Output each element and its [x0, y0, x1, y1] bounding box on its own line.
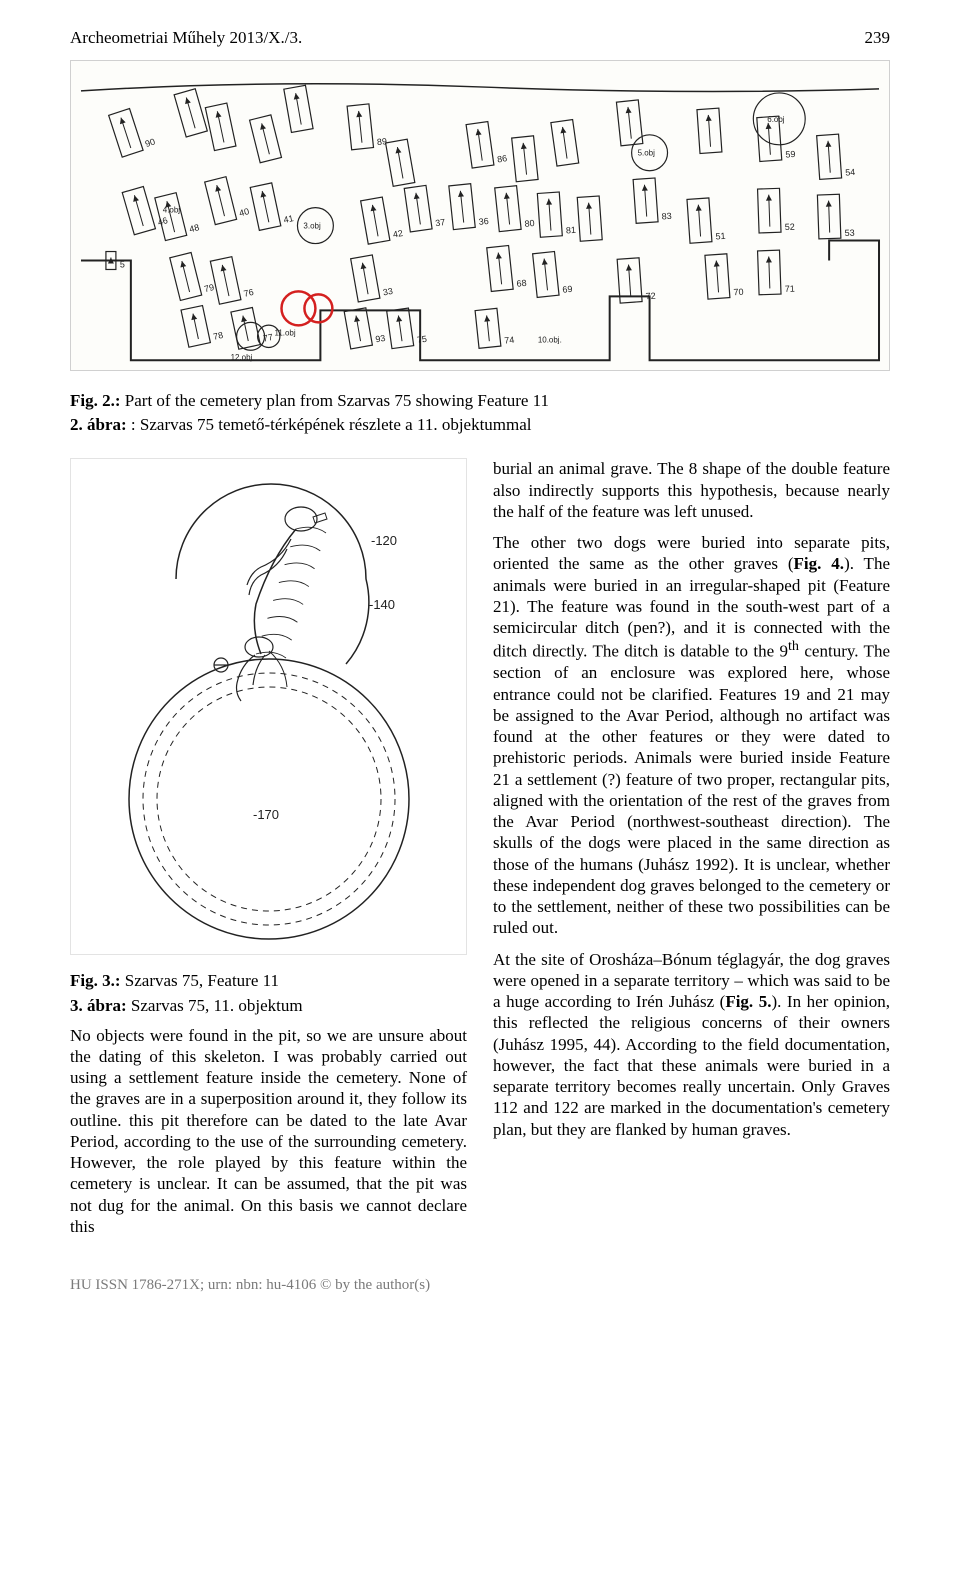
- svg-text:4.obj: 4.obj: [163, 206, 181, 215]
- svg-text:3.obj: 3.obj: [303, 222, 321, 231]
- fig3-en-text: Szarvas 75, Feature 11: [121, 971, 279, 990]
- svg-text:36: 36: [478, 216, 489, 227]
- p2-fig4: Fig. 4.: [794, 554, 845, 573]
- two-column-body: -120 -140 -170 Fig. 3.: Szarvas 75, Featur…: [70, 458, 890, 1247]
- svg-text:75: 75: [416, 334, 427, 345]
- svg-text:42: 42: [392, 228, 404, 240]
- fig2-en-text: Part of the cemetery plan from Szarvas 7…: [121, 391, 550, 410]
- svg-text:37: 37: [435, 217, 446, 228]
- fig2-en-prefix: Fig. 2.:: [70, 391, 121, 410]
- page-number: 239: [865, 28, 891, 48]
- fig3-en-prefix: Fig. 3.:: [70, 971, 121, 990]
- svg-text:33: 33: [382, 286, 394, 298]
- svg-text:-170: -170: [253, 807, 279, 822]
- svg-text:5: 5: [120, 259, 125, 269]
- figure-2-caption: Fig. 2.: Part of the cemetery plan from …: [70, 390, 890, 436]
- svg-text:52: 52: [785, 222, 795, 232]
- svg-text:86: 86: [496, 153, 507, 164]
- svg-text:71: 71: [785, 284, 795, 294]
- fig2-hu-text: : Szarvas 75 temető-térképének részlete …: [127, 415, 532, 434]
- svg-text:76: 76: [243, 287, 255, 299]
- svg-text:80: 80: [524, 218, 535, 229]
- svg-text:72: 72: [645, 291, 656, 302]
- fig3-hu-text: Szarvas 75, 11. objektum: [127, 996, 303, 1015]
- left-paragraph-1: No objects were found in the pit, so we …: [70, 1025, 467, 1238]
- figure-2-plan: 9089865954464840414237368081835152535797…: [70, 60, 890, 371]
- svg-text:5.obj: 5.obj: [638, 149, 656, 158]
- svg-text:59: 59: [785, 149, 796, 160]
- svg-text:51: 51: [715, 231, 726, 242]
- svg-text:70: 70: [733, 287, 744, 298]
- svg-text:53: 53: [845, 228, 855, 238]
- svg-text:68: 68: [516, 278, 527, 289]
- p2-sup: th: [788, 638, 799, 654]
- svg-text:-140: -140: [369, 597, 395, 612]
- svg-text:78: 78: [212, 330, 224, 342]
- svg-text:83: 83: [661, 211, 672, 222]
- journal-name: Archeometriai Műhely 2013/X./3.: [70, 28, 302, 48]
- figure-3-skeleton: -120 -140 -170: [70, 458, 467, 955]
- fig3-hu-prefix: 3. ábra:: [70, 996, 127, 1015]
- svg-text:-120: -120: [371, 533, 397, 548]
- p3-b: ). In her opinion, this reflected the re…: [493, 992, 890, 1139]
- fig2-hu-prefix: 2. ábra:: [70, 415, 127, 434]
- p3-fig5: Fig. 5.: [725, 992, 771, 1011]
- right-column: burial an animal grave. The 8 shape of t…: [493, 458, 890, 1247]
- svg-text:54: 54: [845, 167, 856, 178]
- svg-text:12.obj: 12.obj: [231, 353, 253, 362]
- page-header: Archeometriai Műhely 2013/X./3. 239: [70, 28, 890, 48]
- right-paragraph-1: burial an animal grave. The 8 shape of t…: [493, 458, 890, 522]
- left-column: -120 -140 -170 Fig. 3.: Szarvas 75, Featur…: [70, 458, 467, 1247]
- svg-text:6.obj: 6.obj: [767, 115, 785, 124]
- svg-text:69: 69: [562, 284, 573, 295]
- svg-text:41: 41: [283, 213, 295, 225]
- svg-text:74: 74: [504, 335, 515, 346]
- page-footer: HU ISSN 1786-271X; urn: nbn: hu-4106 © b…: [70, 1277, 890, 1294]
- svg-text:93: 93: [375, 333, 387, 345]
- svg-text:81: 81: [566, 225, 577, 236]
- right-paragraph-2: The other two dogs were buried into sepa…: [493, 532, 890, 938]
- svg-text:10.obj.: 10.obj.: [538, 335, 562, 344]
- p2-c: century. The section of an enclosure was…: [493, 642, 890, 937]
- right-paragraph-3: At the site of Orosháza–Bónum téglagyár,…: [493, 949, 890, 1140]
